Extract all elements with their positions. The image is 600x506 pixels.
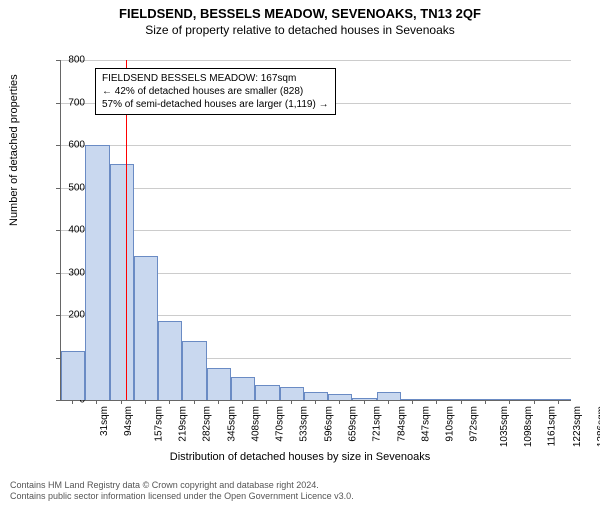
chart-subtitle: Size of property relative to detached ho…	[0, 23, 600, 37]
histogram-bar	[231, 377, 255, 400]
x-tick-label: 533sqm	[299, 406, 310, 442]
x-tick-label: 157sqm	[153, 406, 164, 442]
gridline	[61, 188, 571, 189]
x-tick-mark	[145, 400, 146, 404]
chart-container: FIELDSEND, BESSELS MEADOW, SEVENOAKS, TN…	[0, 6, 600, 506]
histogram-bar	[110, 164, 134, 400]
histogram-bar	[401, 399, 425, 400]
x-tick-mark	[266, 400, 267, 404]
histogram-bar	[328, 394, 352, 400]
histogram-bar	[158, 321, 182, 400]
y-tick-mark	[56, 60, 60, 61]
x-tick-label: 94sqm	[123, 406, 134, 436]
x-tick-label: 1098sqm	[523, 406, 534, 447]
x-tick-mark	[315, 400, 316, 404]
gridline	[61, 230, 571, 231]
histogram-bar	[61, 351, 85, 400]
x-tick-mark	[218, 400, 219, 404]
footer-line-2: Contains public sector information licen…	[10, 491, 354, 502]
gridline	[61, 60, 571, 61]
x-tick-mark	[509, 400, 510, 404]
x-tick-mark	[388, 400, 389, 404]
histogram-bar	[547, 399, 571, 400]
histogram-bar	[352, 398, 376, 400]
x-tick-mark	[242, 400, 243, 404]
x-tick-label: 345sqm	[226, 406, 237, 442]
y-tick-mark	[56, 315, 60, 316]
histogram-bar	[425, 399, 449, 400]
x-tick-mark	[558, 400, 559, 404]
x-tick-mark	[96, 400, 97, 404]
x-tick-label: 219sqm	[178, 406, 189, 442]
histogram-bar	[255, 385, 279, 400]
x-tick-mark	[534, 400, 535, 404]
histogram-bar	[85, 145, 109, 400]
gridline	[61, 145, 571, 146]
histogram-bar	[522, 399, 546, 400]
y-tick-mark	[56, 400, 60, 401]
y-tick-mark	[56, 230, 60, 231]
y-tick-mark	[56, 145, 60, 146]
x-tick-mark	[291, 400, 292, 404]
y-tick-mark	[56, 188, 60, 189]
x-tick-mark	[412, 400, 413, 404]
x-tick-label: 31sqm	[99, 406, 110, 436]
footer-line-1: Contains HM Land Registry data © Crown c…	[10, 480, 354, 491]
x-tick-label: 596sqm	[323, 406, 334, 442]
x-tick-mark	[169, 400, 170, 404]
chart-title: FIELDSEND, BESSELS MEADOW, SEVENOAKS, TN…	[0, 6, 600, 21]
x-tick-mark	[461, 400, 462, 404]
x-tick-label: 470sqm	[275, 406, 286, 442]
annotation-line: FIELDSEND BESSELS MEADOW: 167sqm	[102, 72, 329, 85]
annotation-line: ← 42% of detached houses are smaller (82…	[102, 85, 329, 98]
histogram-bar	[207, 368, 231, 400]
histogram-bar	[280, 387, 304, 400]
x-axis-label: Distribution of detached houses by size …	[0, 451, 600, 463]
histogram-bar	[450, 399, 474, 400]
annotation-box: FIELDSEND BESSELS MEADOW: 167sqm← 42% of…	[95, 68, 336, 115]
x-tick-mark	[364, 400, 365, 404]
x-tick-mark	[339, 400, 340, 404]
x-tick-label: 282sqm	[202, 406, 213, 442]
histogram-bar	[304, 392, 328, 400]
x-tick-mark	[121, 400, 122, 404]
x-tick-label: 1286sqm	[596, 406, 600, 447]
histogram-bar	[134, 256, 158, 401]
y-tick-mark	[56, 273, 60, 274]
histogram-bar	[474, 399, 498, 400]
x-tick-mark	[436, 400, 437, 404]
x-tick-label: 1035sqm	[499, 406, 510, 447]
histogram-bar	[498, 399, 522, 400]
x-tick-label: 659sqm	[348, 406, 359, 442]
x-tick-label: 847sqm	[420, 406, 431, 442]
x-tick-mark	[194, 400, 195, 404]
chart-footer: Contains HM Land Registry data © Crown c…	[10, 480, 354, 502]
x-tick-label: 1223sqm	[572, 406, 583, 447]
y-axis-label: Number of detached properties	[8, 74, 20, 226]
x-tick-label: 721sqm	[372, 406, 383, 442]
x-tick-mark	[72, 400, 73, 404]
x-tick-label: 1161sqm	[547, 406, 558, 446]
y-tick-mark	[56, 103, 60, 104]
histogram-bar	[182, 341, 206, 401]
x-tick-label: 972sqm	[469, 406, 480, 442]
x-tick-label: 784sqm	[396, 406, 407, 442]
y-tick-mark	[56, 358, 60, 359]
histogram-bar	[377, 392, 401, 400]
x-tick-label: 408sqm	[250, 406, 261, 442]
x-tick-label: 910sqm	[445, 406, 456, 442]
annotation-line: 57% of semi-detached houses are larger (…	[102, 98, 329, 111]
x-tick-mark	[485, 400, 486, 404]
